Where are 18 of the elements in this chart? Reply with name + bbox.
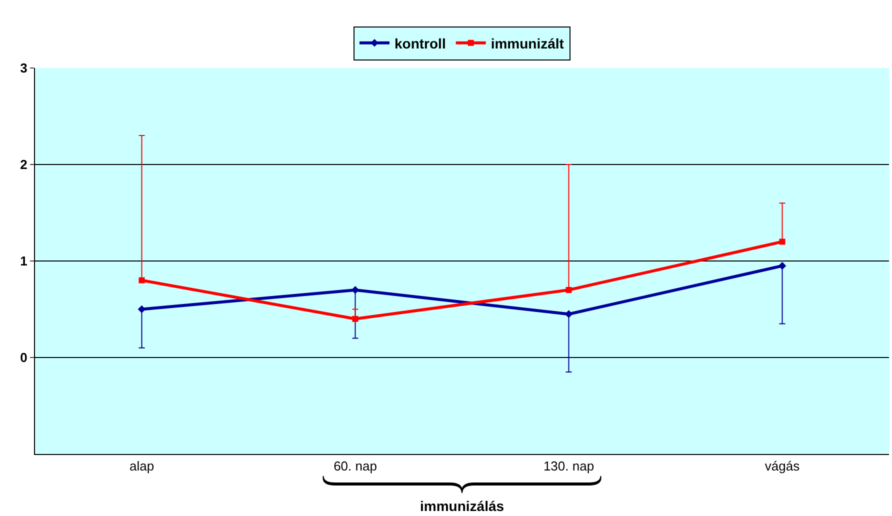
x-tick-label: 130. nap bbox=[543, 458, 594, 474]
y-tick-label: 1 bbox=[20, 254, 28, 269]
point bbox=[351, 286, 360, 294]
point bbox=[779, 238, 786, 245]
point bbox=[564, 310, 573, 318]
point bbox=[138, 277, 145, 284]
legend-label: kontroll bbox=[394, 35, 446, 52]
legend-label: immunizált bbox=[490, 35, 564, 52]
x-tick-label: 60. nap bbox=[334, 458, 377, 474]
point bbox=[352, 316, 358, 322]
x-tick-label: vágás bbox=[764, 458, 800, 474]
y-tick-label: 2 bbox=[20, 157, 28, 172]
point bbox=[778, 262, 786, 270]
y-tick-label: 0 bbox=[20, 350, 28, 366]
y-tick-label: 3 bbox=[20, 60, 28, 76]
text: immunizálás bbox=[420, 498, 504, 514]
x-tick-label: alap bbox=[129, 458, 154, 474]
point bbox=[566, 286, 572, 293]
